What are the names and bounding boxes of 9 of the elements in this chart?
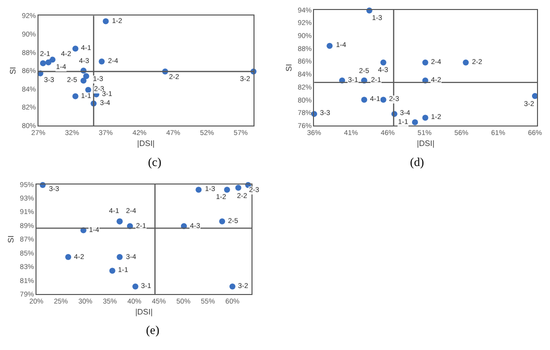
text: (c)	[148, 155, 162, 169]
x-axis-title: |DSI|	[137, 139, 155, 148]
y-axis-title: SI	[284, 64, 294, 72]
y-axis-title: SI	[8, 66, 18, 74]
text: (d)	[410, 155, 424, 169]
text: (e)	[146, 323, 160, 337]
x-axis-title: |DSI|	[416, 139, 434, 148]
y-axis-title: SI	[6, 235, 16, 243]
x-axis-title: |DSI|	[135, 308, 153, 317]
